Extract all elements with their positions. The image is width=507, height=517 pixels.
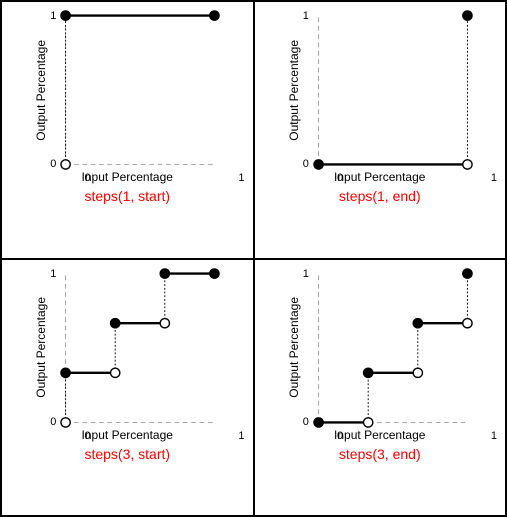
y-tick-0: 0 (50, 158, 56, 170)
y-tick-0: 0 (303, 416, 309, 428)
marker-open (160, 318, 169, 327)
marker-closed (61, 11, 70, 20)
marker-closed (463, 268, 472, 277)
marker-closed (463, 11, 472, 20)
marker-closed (210, 11, 219, 20)
panel-2: Output Percentage1001Input Percentageste… (1, 259, 254, 517)
y-ticks: 10 (303, 10, 313, 170)
x-axis-label: Input Percentage (6, 428, 249, 442)
panel-caption: steps(1, start) (84, 188, 170, 204)
x-axis-label: Input Percentage (259, 428, 502, 442)
chart-wrap: Output Percentage10 (287, 10, 473, 170)
y-axis-label: Output Percentage (287, 40, 301, 141)
marker-open (363, 417, 372, 426)
chart-wrap: Output Percentage10 (34, 10, 220, 170)
y-axis-label: Output Percentage (34, 40, 48, 141)
panel-caption: steps(3, start) (84, 446, 170, 462)
chart-wrap: Output Percentage10 (287, 268, 473, 428)
step-plot (313, 268, 473, 428)
marker-open (413, 368, 422, 377)
marker-closed (111, 318, 120, 327)
below-plot: 01Input Percentage (259, 428, 502, 442)
step-function-grid: Output Percentage1001Input Percentageste… (0, 0, 507, 517)
y-ticks: 10 (50, 10, 60, 170)
y-axis-label: Output Percentage (287, 297, 301, 398)
below-plot: 01Input Percentage (6, 428, 249, 442)
panel-caption: steps(3, end) (339, 446, 421, 462)
step-plot (60, 10, 220, 170)
below-plot: 01Input Percentage (259, 170, 502, 184)
marker-closed (314, 417, 323, 426)
step-plot (313, 10, 473, 170)
marker-open (61, 160, 70, 169)
chart-wrap: Output Percentage10 (34, 268, 220, 428)
panel-0: Output Percentage1001Input Percentageste… (1, 1, 254, 259)
below-plot: 01Input Percentage (6, 170, 249, 184)
marker-closed (413, 318, 422, 327)
marker-closed (160, 268, 169, 277)
y-tick-1: 1 (303, 268, 309, 280)
marker-open (61, 417, 70, 426)
y-tick-1: 1 (303, 10, 309, 22)
y-ticks: 10 (50, 268, 60, 428)
marker-open (463, 160, 472, 169)
marker-open (111, 368, 120, 377)
marker-closed (61, 368, 70, 377)
panel-1: Output Percentage1001Input Percentageste… (254, 1, 507, 259)
y-tick-0: 0 (303, 158, 309, 170)
step-plot (60, 268, 220, 428)
y-tick-0: 0 (50, 416, 56, 428)
x-axis-label: Input Percentage (6, 170, 249, 184)
panel-caption: steps(1, end) (339, 188, 421, 204)
marker-closed (363, 368, 372, 377)
x-axis-label: Input Percentage (259, 170, 502, 184)
marker-closed (314, 160, 323, 169)
y-tick-1: 1 (50, 268, 56, 280)
marker-open (463, 318, 472, 327)
y-tick-1: 1 (50, 10, 56, 22)
y-ticks: 10 (303, 268, 313, 428)
panel-3: Output Percentage1001Input Percentageste… (254, 259, 507, 517)
marker-closed (210, 268, 219, 277)
y-axis-label: Output Percentage (34, 297, 48, 398)
